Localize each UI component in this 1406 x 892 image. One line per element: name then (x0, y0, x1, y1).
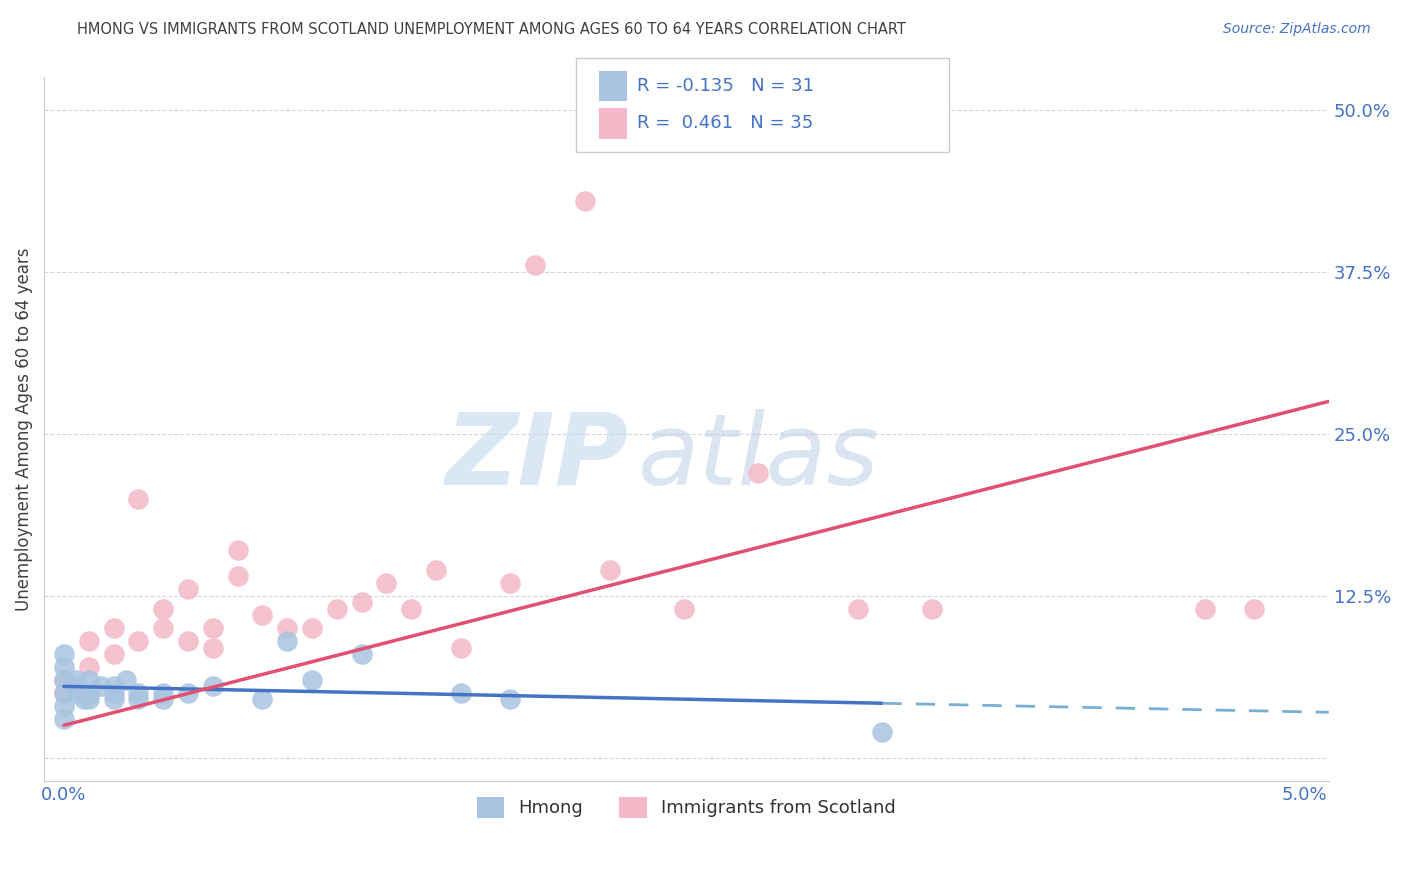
Point (201, 640, 224, 655)
Text: ZIP: ZIP (446, 409, 628, 506)
Point (276, 634, 298, 648)
Point (177, 634, 200, 648)
Point (52, 660, 75, 674)
Point (177, 686, 200, 700)
Point (201, 680, 224, 694)
Point (177, 582, 200, 597)
Point (52, 712, 75, 726)
Text: atlas: atlas (637, 409, 879, 506)
Text: Source: ZipAtlas.com: Source: ZipAtlas.com (1223, 22, 1371, 37)
Point (499, 575, 522, 590)
Point (450, 686, 472, 700)
Point (524, 258, 547, 272)
Point (301, 673, 323, 687)
Point (52, 673, 75, 687)
Point (226, 569, 249, 583)
Point (375, 575, 398, 590)
Point (115, 673, 138, 687)
Point (226, 543, 249, 558)
Point (77, 692, 100, 706)
Point (399, 601, 422, 615)
Point (152, 601, 174, 615)
Point (127, 686, 149, 700)
Point (425, 563, 447, 577)
Point (127, 692, 149, 706)
Point (450, 640, 472, 655)
Point (127, 634, 149, 648)
Point (672, 601, 695, 615)
Point (574, 194, 596, 208)
Point (350, 595, 373, 609)
Point (65, 673, 87, 687)
Point (52, 686, 75, 700)
Point (65, 680, 87, 694)
Point (747, 466, 769, 480)
Point (77, 660, 100, 674)
Point (152, 686, 174, 700)
Point (599, 563, 621, 577)
Text: HMONG VS IMMIGRANTS FROM SCOTLAND UNEMPLOYMENT AMONG AGES 60 TO 64 YEARS CORRELA: HMONG VS IMMIGRANTS FROM SCOTLAND UNEMPL… (77, 22, 907, 37)
Point (276, 621, 298, 635)
Point (152, 692, 174, 706)
Point (846, 601, 869, 615)
Point (252, 692, 274, 706)
Point (252, 608, 274, 623)
Point (350, 647, 373, 661)
Point (90, 680, 112, 694)
Point (52, 647, 75, 661)
Point (103, 692, 125, 706)
Point (152, 621, 174, 635)
Text: R = -0.135   N = 31: R = -0.135 N = 31 (637, 78, 814, 95)
Point (73, 692, 96, 706)
Point (52, 698, 75, 713)
Text: R =  0.461   N = 35: R = 0.461 N = 35 (637, 114, 813, 132)
Point (872, 724, 894, 739)
Point (52, 686, 75, 700)
Y-axis label: Unemployment Among Ages 60 to 64 years: Unemployment Among Ages 60 to 64 years (15, 247, 32, 611)
Legend: Hmong, Immigrants from Scotland: Hmong, Immigrants from Scotland (470, 789, 903, 825)
Point (77, 686, 100, 700)
Point (1243, 601, 1265, 615)
Point (52, 673, 75, 687)
Point (103, 686, 125, 700)
Point (921, 601, 943, 615)
Point (301, 621, 323, 635)
Point (201, 621, 224, 635)
Point (1194, 601, 1216, 615)
Point (499, 692, 522, 706)
Point (127, 491, 149, 506)
Point (77, 634, 100, 648)
Point (103, 680, 125, 694)
Point (326, 601, 349, 615)
Point (103, 647, 125, 661)
Point (77, 673, 100, 687)
Point (103, 621, 125, 635)
Point (65, 686, 87, 700)
